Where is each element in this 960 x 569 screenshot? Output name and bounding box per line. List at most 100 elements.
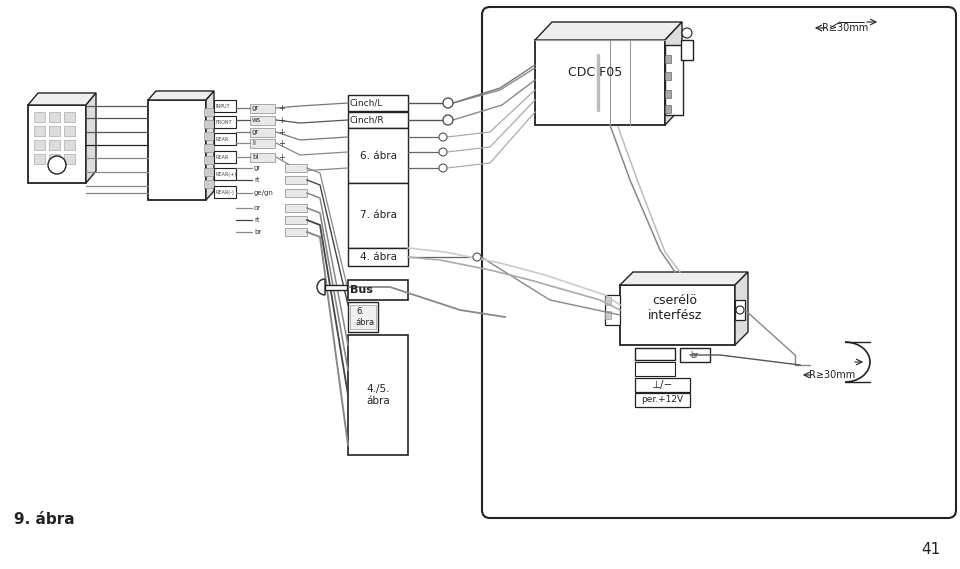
Text: ⊥/−: ⊥/− — [652, 380, 673, 390]
Bar — [665, 90, 671, 98]
Bar — [250, 153, 275, 162]
Bar — [348, 95, 408, 111]
Bar — [348, 248, 408, 266]
Bar — [214, 116, 236, 128]
Circle shape — [439, 164, 447, 172]
Bar — [535, 40, 665, 125]
Bar — [64, 140, 75, 150]
Bar — [285, 228, 307, 236]
Text: Bus: Bus — [350, 285, 372, 295]
Bar — [64, 154, 75, 164]
Polygon shape — [665, 22, 682, 125]
Bar — [285, 164, 307, 172]
Text: REAR(-): REAR(-) — [215, 189, 233, 195]
Polygon shape — [28, 93, 96, 105]
Bar — [204, 132, 214, 140]
Bar — [204, 144, 214, 152]
Polygon shape — [620, 272, 748, 285]
Circle shape — [439, 133, 447, 141]
Bar — [204, 108, 214, 116]
Bar — [204, 168, 214, 176]
Text: 7. ábra: 7. ábra — [359, 210, 396, 220]
Bar — [49, 126, 60, 136]
Bar — [64, 126, 75, 136]
Bar — [735, 300, 745, 320]
Text: INPUT: INPUT — [215, 104, 229, 109]
Bar — [49, 112, 60, 122]
Text: R≥30mm: R≥30mm — [809, 370, 855, 380]
Bar — [34, 154, 45, 164]
Bar — [605, 297, 611, 305]
Polygon shape — [206, 91, 214, 200]
Bar — [214, 133, 236, 145]
Bar — [148, 100, 206, 200]
Polygon shape — [148, 91, 214, 100]
Bar — [285, 176, 307, 184]
Text: cserélö
interfész: cserélö interfész — [648, 294, 702, 322]
Bar — [348, 302, 378, 332]
Text: br: br — [690, 351, 698, 360]
Bar — [348, 112, 408, 128]
Bar — [250, 116, 275, 125]
Text: +: + — [278, 127, 285, 137]
Bar — [635, 393, 690, 407]
Text: 9. ábra: 9. ábra — [14, 513, 75, 527]
Bar — [204, 156, 214, 164]
Text: FRONT: FRONT — [215, 119, 231, 125]
Text: ge/gn: ge/gn — [254, 190, 274, 196]
Circle shape — [473, 253, 481, 261]
Bar — [665, 72, 671, 80]
Bar — [635, 378, 690, 392]
Bar — [348, 183, 408, 248]
Text: Cinch/R: Cinch/R — [350, 116, 385, 125]
Bar — [285, 189, 307, 197]
Bar — [64, 112, 75, 122]
Bar — [285, 204, 307, 212]
Bar — [34, 112, 45, 122]
Text: gr: gr — [254, 165, 261, 171]
Bar — [34, 140, 45, 150]
Text: li: li — [252, 140, 256, 146]
Text: per.+12V: per.+12V — [641, 395, 684, 405]
Bar — [250, 139, 275, 148]
Bar — [665, 55, 671, 63]
Bar — [350, 305, 376, 329]
Text: CDC F05: CDC F05 — [568, 65, 622, 79]
Text: REAR: REAR — [215, 137, 228, 142]
Circle shape — [736, 306, 744, 314]
Bar — [214, 168, 236, 180]
Polygon shape — [86, 93, 96, 183]
Bar — [214, 100, 236, 112]
Text: bl: bl — [252, 154, 258, 160]
Polygon shape — [535, 22, 682, 40]
Text: 6.
ábra: 6. ábra — [356, 307, 375, 327]
Text: 41: 41 — [921, 542, 940, 558]
Bar — [49, 154, 60, 164]
Circle shape — [443, 115, 453, 125]
Text: 4./5.
ábra: 4./5. ábra — [366, 384, 390, 406]
Bar — [635, 348, 675, 360]
Wedge shape — [317, 279, 325, 295]
Text: R≥30mm: R≥30mm — [822, 23, 868, 33]
Bar — [681, 40, 693, 60]
Text: REAR(+): REAR(+) — [215, 171, 236, 176]
Bar — [204, 120, 214, 128]
Bar — [250, 128, 275, 137]
Bar — [285, 216, 307, 224]
Bar — [28, 105, 86, 183]
Text: gr: gr — [252, 105, 259, 111]
Text: ws: ws — [252, 117, 261, 123]
Text: rt: rt — [254, 177, 259, 183]
Text: +: + — [278, 116, 285, 125]
Bar — [605, 295, 620, 325]
Bar — [348, 128, 408, 183]
Bar — [665, 45, 683, 115]
Bar — [49, 140, 60, 150]
Bar — [214, 186, 236, 198]
Circle shape — [48, 156, 66, 174]
Text: rt: rt — [254, 217, 259, 223]
Bar — [348, 335, 408, 455]
Text: or: or — [254, 205, 261, 211]
Bar — [348, 280, 408, 300]
Circle shape — [443, 98, 453, 108]
